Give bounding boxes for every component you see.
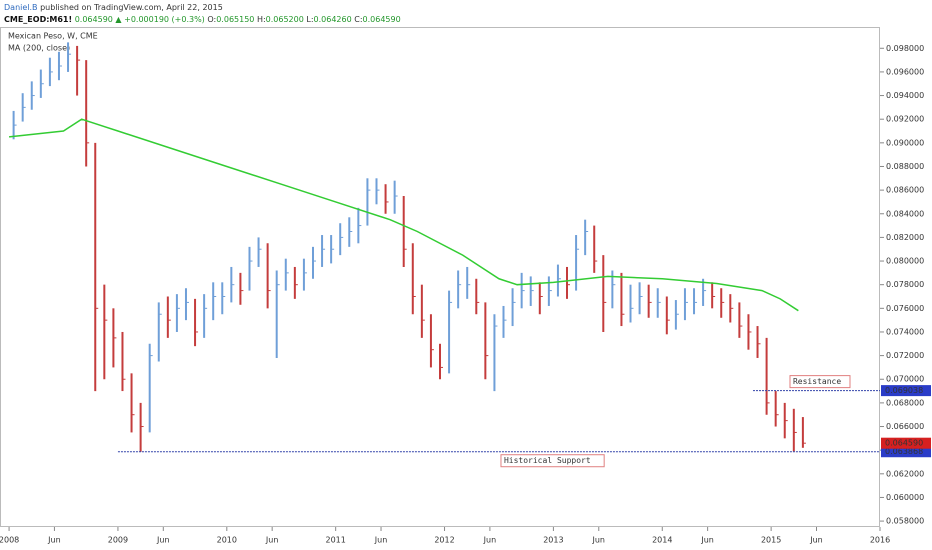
x-tick-label: Jun: [483, 536, 497, 545]
y-tick-label: 0.066000: [886, 422, 924, 431]
last-price-label: 0.064590: [885, 439, 923, 448]
author[interactable]: Daniel.B: [4, 3, 38, 12]
y-tick-label: 0.082000: [886, 233, 924, 242]
axis-price-label: 0.063868: [885, 447, 923, 456]
x-tick-label: Jun: [47, 536, 61, 545]
ohlc-h-value: 0.065200: [266, 15, 304, 24]
x-tick-label: Jun: [809, 536, 823, 545]
ohlc-o: O:: [207, 15, 216, 24]
x-tick-label: Jun: [700, 536, 714, 545]
x-tick-label: 2016: [870, 536, 890, 545]
annotation-box: [500, 454, 605, 468]
price: 0.064590: [75, 15, 113, 24]
y-tick-label: 0.080000: [886, 257, 924, 266]
ohlc-o-value: 0.065150: [216, 15, 254, 24]
y-tick-label: 0.092000: [886, 115, 924, 124]
x-tick-label: 2008: [0, 536, 19, 545]
y-tick-label: 0.098000: [886, 44, 924, 53]
x-tick-label: 2009: [108, 536, 128, 545]
y-tick-label: 0.072000: [886, 351, 924, 360]
published: published on TradingView.com, April 22, …: [40, 3, 223, 12]
axis-price-label: 0.069038: [885, 386, 923, 395]
legend-price: Mexican Peso, W, CME: [8, 32, 98, 41]
annotation-label: Resistance: [793, 377, 841, 386]
y-tick-label: 0.094000: [886, 91, 924, 100]
y-tick-label: 0.068000: [886, 398, 924, 407]
header-line-2: CME_EOD:M61! 0.064590 ▲ +0.000190 (+0.3%…: [4, 15, 401, 24]
ohlc-h: H:: [257, 15, 266, 24]
annotation-box: [789, 375, 851, 389]
ma-line: [8, 118, 799, 312]
header-line-1: Daniel.B published on TradingView.com, A…: [4, 3, 223, 12]
x-tick-label: 2014: [652, 536, 672, 545]
axis-price-box: [881, 385, 931, 397]
y-tick-label: 0.078000: [886, 280, 924, 289]
y-tick-label: 0.088000: [886, 162, 924, 171]
plot-frame: [0, 27, 880, 527]
y-tick-label: 0.070000: [886, 375, 924, 384]
change: ▲ +0.000190 (+0.3%): [115, 15, 204, 24]
y-tick-label: 0.084000: [886, 209, 924, 218]
y-tick-label: 0.060000: [886, 493, 924, 502]
annotation-label: Historical Support: [504, 456, 591, 465]
x-tick-label: 2012: [434, 536, 454, 545]
x-tick-label: Jun: [592, 536, 606, 545]
ohlc-c-value: 0.064590: [363, 15, 401, 24]
ohlc-l: L:: [306, 15, 313, 24]
x-tick-label: Jun: [374, 536, 388, 545]
x-tick-label: 2015: [761, 536, 781, 545]
y-tick-label: 0.074000: [886, 327, 924, 336]
ohlc-c: C:: [354, 15, 362, 24]
last-price-box: [881, 437, 931, 449]
y-tick-label: 0.062000: [886, 469, 924, 478]
x-tick-label: 2010: [217, 536, 237, 545]
x-tick-label: Jun: [156, 536, 170, 545]
x-tick-label: 2011: [325, 536, 345, 545]
y-tick-label: 0.058000: [886, 517, 924, 526]
y-tick-label: 0.076000: [886, 304, 924, 313]
y-tick-label: 0.096000: [886, 67, 924, 76]
legend-ma: MA (200, close): [8, 44, 70, 53]
x-tick-label: 2013: [543, 536, 563, 545]
y-tick-label: 0.090000: [886, 138, 924, 147]
x-tick-label: Jun: [265, 536, 279, 545]
axis-price-box: [881, 446, 931, 458]
ohlc-l-value: 0.064260: [314, 15, 352, 24]
y-tick-label: 0.086000: [886, 186, 924, 195]
symbol: CME_EOD:M61!: [4, 15, 72, 24]
